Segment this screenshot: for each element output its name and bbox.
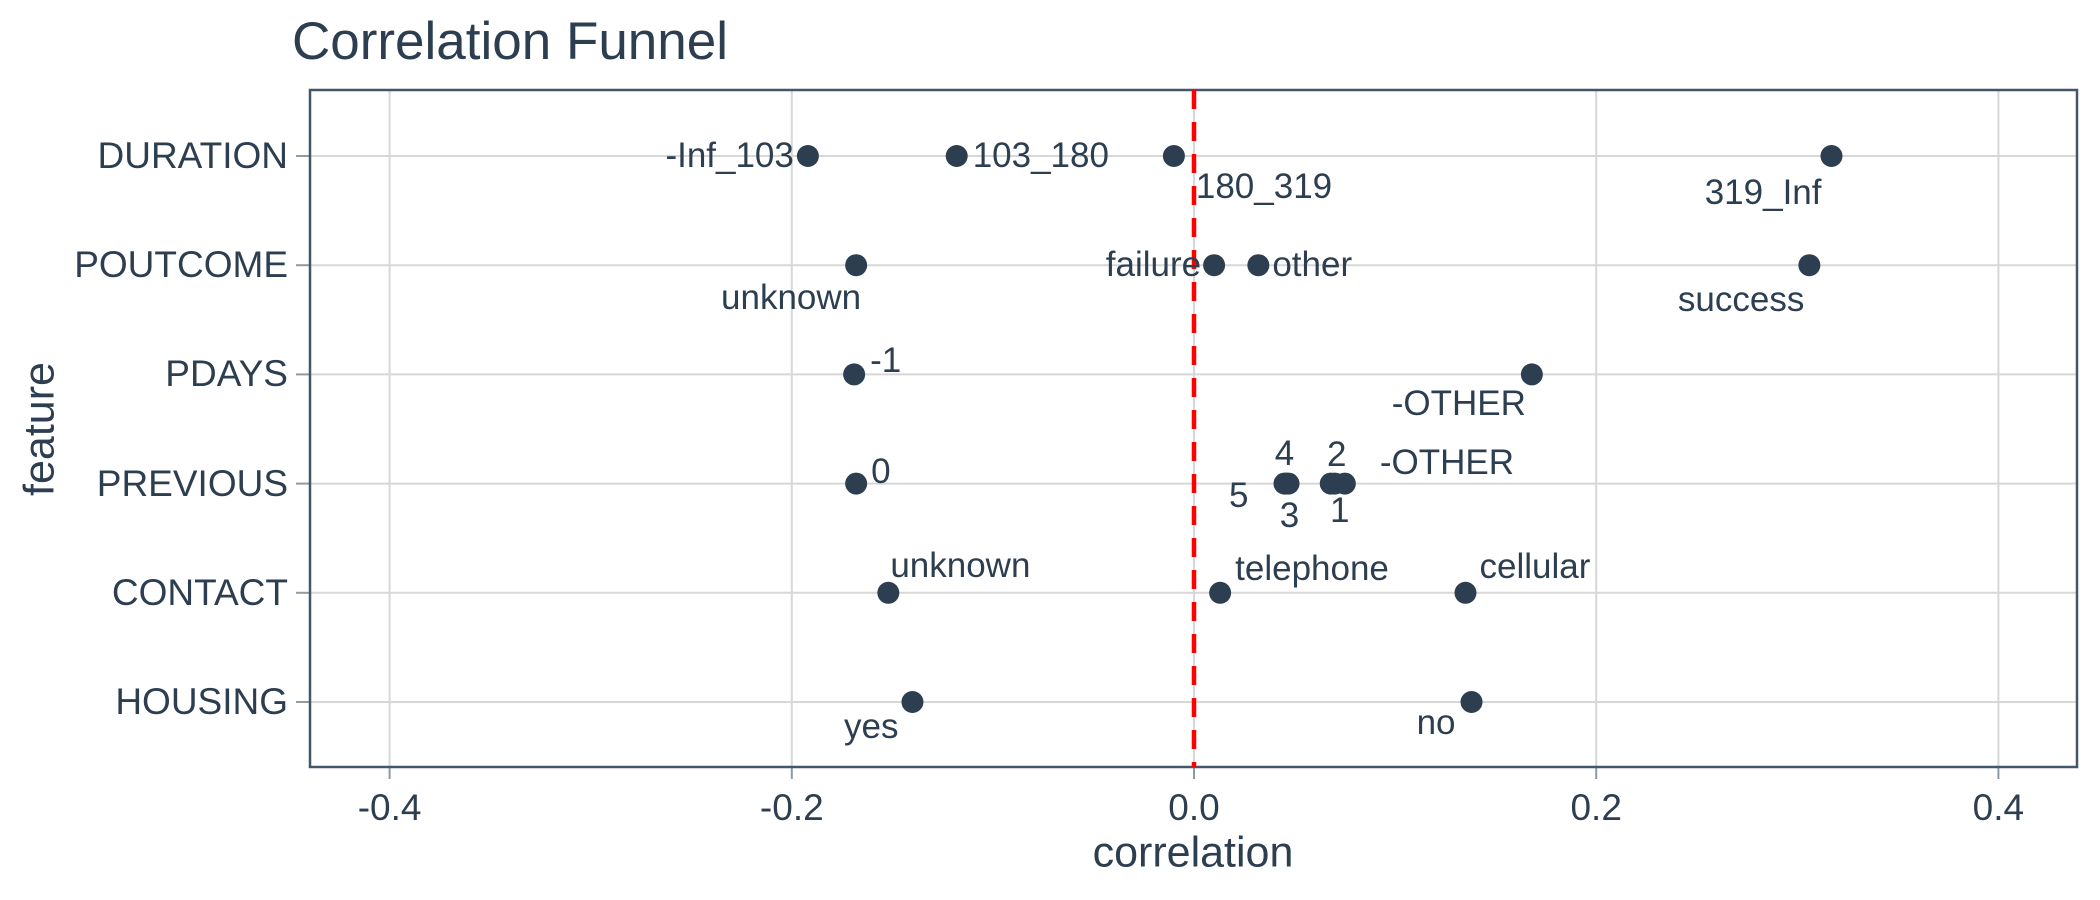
data-point <box>843 363 866 386</box>
y-tick-label-pdays: PDAYS <box>165 353 288 395</box>
y-tick-label-previous: PREVIOUS <box>96 462 288 504</box>
data-point <box>945 145 968 167</box>
point-label: telephone <box>1235 548 1389 588</box>
data-point <box>1203 254 1226 277</box>
data-point <box>1277 472 1300 495</box>
data-point <box>1454 581 1477 604</box>
chart-title: Correlation Funnel <box>292 12 729 72</box>
point-label: 1 <box>1330 490 1350 530</box>
y-tick-label-duration: DURATION <box>97 135 288 176</box>
x-tick-label: -0.2 <box>759 787 824 828</box>
y-tick-label-contact: CONTACT <box>111 571 288 613</box>
point-label: success <box>1677 280 1805 320</box>
point-label: -1 <box>870 341 902 381</box>
point-label: other <box>1272 245 1353 285</box>
point-label: cellular <box>1479 546 1591 586</box>
point-label: 319_Inf <box>1704 173 1822 212</box>
data-point <box>1333 472 1356 495</box>
point-label: 4 <box>1274 433 1295 473</box>
data-point <box>1209 581 1232 604</box>
point-label: -Inf_103 <box>665 136 794 175</box>
point-label: unknown <box>890 545 1031 585</box>
data-point <box>1520 363 1543 386</box>
data-point <box>1820 145 1843 167</box>
point-label: -OTHER <box>1379 442 1514 482</box>
x-axis-title: correlation <box>1092 828 1294 877</box>
point-label: 2 <box>1327 434 1347 474</box>
data-point <box>845 254 868 277</box>
x-tick-label: 0.0 <box>1168 787 1220 828</box>
point-label: failure <box>1105 245 1202 285</box>
x-tick-label: 0.4 <box>1972 787 2025 828</box>
point-label: 3 <box>1279 495 1300 535</box>
data-point <box>1798 254 1821 277</box>
point-label: yes <box>843 707 899 746</box>
y-tick-label-housing: HOUSING <box>115 681 288 722</box>
point-label: 0 <box>871 451 891 491</box>
y-tick-label-poutcome: POUTCOME <box>74 244 288 286</box>
point-label: 103_180 <box>972 136 1109 175</box>
data-point <box>796 145 819 167</box>
point-label: 180_319 <box>1195 167 1333 206</box>
point-label: no <box>1416 703 1456 742</box>
data-point <box>1460 691 1483 713</box>
data-point <box>845 472 868 495</box>
point-label: unknown <box>721 278 862 318</box>
x-tick-label: -0.4 <box>357 787 422 828</box>
data-point <box>1247 254 1270 277</box>
data-point <box>1162 145 1185 167</box>
point-label: -OTHER <box>1391 384 1526 424</box>
x-tick-label: 0.2 <box>1570 787 1622 828</box>
data-point <box>877 581 900 604</box>
point-label: 5 <box>1229 475 1249 515</box>
data-point <box>901 691 924 713</box>
